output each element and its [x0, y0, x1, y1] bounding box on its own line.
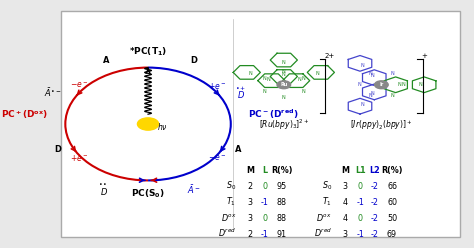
Text: 2+: 2+: [324, 53, 334, 59]
Text: 0: 0: [358, 214, 363, 223]
Text: N: N: [357, 82, 361, 87]
Text: 69: 69: [387, 230, 397, 239]
Text: N: N: [282, 69, 286, 74]
Circle shape: [374, 81, 388, 89]
Text: $-e^-$: $-e^-$: [70, 81, 88, 91]
Text: $T_1$: $T_1$: [322, 196, 332, 208]
Text: N: N: [263, 76, 266, 81]
Text: $\mathbf{*PC(T_1)}$: $\mathbf{*PC(T_1)}$: [129, 45, 167, 58]
Text: 3: 3: [247, 198, 252, 207]
Text: N: N: [398, 82, 401, 87]
Text: 3: 3: [247, 214, 252, 223]
Text: N: N: [370, 73, 374, 78]
Text: 0: 0: [262, 214, 267, 223]
Text: $\overset{\bullet\bullet}{D}$: $\overset{\bullet\bullet}{D}$: [98, 183, 108, 198]
Text: N: N: [391, 71, 394, 76]
Text: N: N: [301, 76, 305, 81]
Text: 2: 2: [247, 182, 253, 191]
Text: $\overset{\bullet +}{D}$: $\overset{\bullet +}{D}$: [235, 85, 246, 101]
Text: 4: 4: [343, 198, 348, 207]
Text: N: N: [418, 82, 422, 87]
Text: $D^{ox}$: $D^{ox}$: [221, 212, 237, 223]
Text: $S_0$: $S_0$: [226, 180, 237, 192]
Text: $h\nu$: $h\nu$: [157, 121, 168, 132]
Text: $\bar{A}^-$: $\bar{A}^-$: [187, 183, 201, 196]
Text: -2: -2: [371, 198, 379, 207]
Text: -2: -2: [371, 230, 379, 239]
Text: N: N: [370, 92, 374, 96]
Text: $[Ir(ppy)_2(bpy)]^+$: $[Ir(ppy)_2(bpy)]^+$: [350, 118, 413, 132]
Text: N: N: [402, 82, 406, 87]
Text: $\mathbf{PC^+(D^{ox})}$: $\mathbf{PC^+(D^{ox})}$: [1, 108, 48, 121]
Text: N: N: [391, 93, 394, 98]
Text: 66: 66: [387, 182, 397, 191]
Text: 3: 3: [343, 230, 348, 239]
Text: N: N: [298, 77, 301, 82]
Text: 95: 95: [276, 182, 287, 191]
Text: N: N: [282, 72, 286, 77]
Text: 3: 3: [343, 182, 348, 191]
Text: Ru: Ru: [280, 82, 287, 87]
Text: M: M: [341, 166, 349, 175]
FancyBboxPatch shape: [61, 11, 460, 237]
Text: N: N: [248, 71, 252, 76]
Text: $[Ru(bpy)_3]^{2+}$: $[Ru(bpy)_3]^{2+}$: [259, 118, 309, 132]
Text: Ir: Ir: [379, 82, 383, 87]
Text: $+e^-$: $+e^-$: [208, 81, 227, 91]
Text: M: M: [246, 166, 254, 175]
Text: 2: 2: [247, 230, 253, 239]
Text: 88: 88: [277, 198, 287, 207]
Text: -1: -1: [356, 230, 364, 239]
Text: N: N: [360, 102, 364, 107]
Text: -1: -1: [261, 198, 269, 207]
Text: L1: L1: [355, 166, 365, 175]
Text: N: N: [263, 89, 266, 94]
Text: 60: 60: [387, 198, 397, 207]
Text: $\mathbf{PC^-(D^{red})}$: $\mathbf{PC^-(D^{red})}$: [248, 107, 298, 121]
Text: R(%): R(%): [381, 166, 403, 175]
Text: $-e^-$: $-e^-$: [208, 153, 227, 163]
Text: D: D: [54, 145, 61, 154]
Text: $D^{red}$: $D^{red}$: [218, 226, 237, 239]
Text: $\bar{A}^{\bullet-}$: $\bar{A}^{\bullet-}$: [44, 87, 61, 99]
Text: A: A: [103, 56, 110, 65]
Text: N: N: [368, 93, 372, 98]
Text: -1: -1: [356, 198, 364, 207]
Text: A: A: [235, 145, 242, 154]
Text: N: N: [301, 89, 305, 94]
Text: N: N: [368, 71, 372, 76]
Circle shape: [277, 81, 291, 89]
Text: -1: -1: [261, 230, 269, 239]
Text: L2: L2: [370, 166, 381, 175]
Text: $D^{red}$: $D^{red}$: [314, 226, 332, 239]
Text: R(%): R(%): [271, 166, 292, 175]
Text: +: +: [422, 53, 428, 59]
Text: 0: 0: [358, 182, 363, 191]
Text: 4: 4: [343, 214, 348, 223]
Text: $S_0$: $S_0$: [321, 180, 332, 192]
Text: 0: 0: [262, 182, 267, 191]
Text: $\mathbf{PC(S_0)}$: $\mathbf{PC(S_0)}$: [131, 188, 165, 200]
Text: 50: 50: [387, 214, 397, 223]
Text: N: N: [316, 71, 319, 76]
Text: $D^{ox}$: $D^{ox}$: [316, 212, 332, 223]
Text: N: N: [282, 60, 286, 65]
Circle shape: [137, 118, 159, 130]
Text: D: D: [190, 56, 197, 65]
Text: L: L: [262, 166, 267, 175]
Text: N: N: [266, 77, 270, 82]
Text: N: N: [282, 95, 286, 100]
Text: N: N: [360, 63, 364, 68]
Text: $T_1$: $T_1$: [227, 196, 237, 208]
Text: 91: 91: [277, 230, 287, 239]
Text: 88: 88: [277, 214, 287, 223]
Text: -2: -2: [371, 182, 379, 191]
Text: $+e^-$: $+e^-$: [70, 153, 88, 163]
Text: -2: -2: [371, 214, 379, 223]
